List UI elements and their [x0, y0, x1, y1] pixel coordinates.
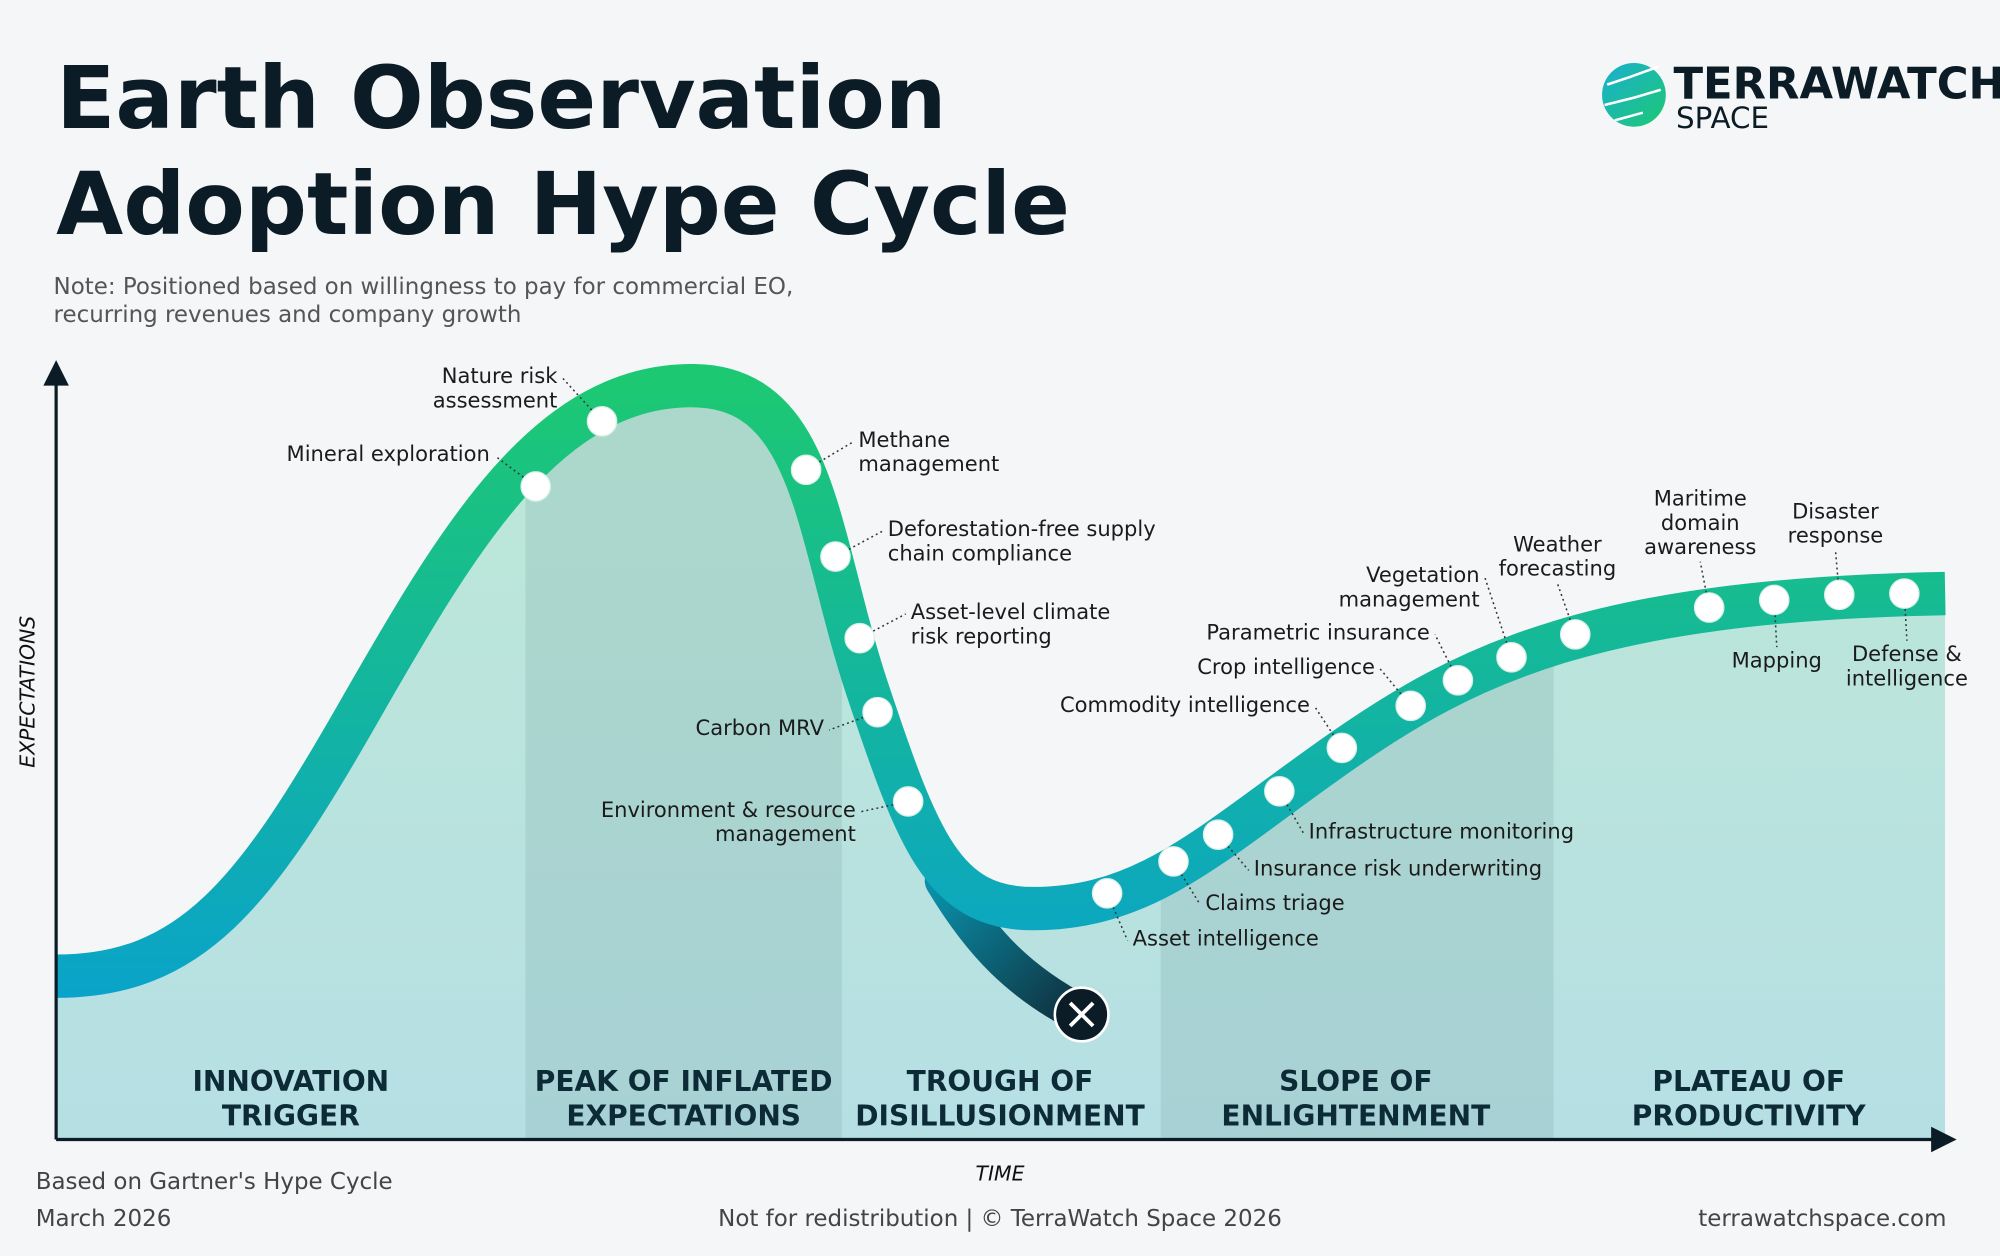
item-label: intelligence [1846, 665, 1968, 690]
phase-label: EXPECTATIONS [566, 1099, 801, 1132]
hype-curve [55, 363, 1946, 998]
item-dot [1395, 690, 1427, 722]
item-label: Asset-level climate [911, 599, 1111, 624]
phase-label: PEAK OF INFLATED [535, 1065, 833, 1098]
item-label: Asset intelligence [1133, 926, 1319, 951]
logo-sub: SPACE [1676, 101, 1769, 135]
item-label: Parametric insurance [1206, 619, 1429, 644]
phase-label: INNOVATION [192, 1065, 389, 1098]
note-line: Note: Positioned based on willingness to… [54, 274, 794, 300]
phase-label: TROUGH OF [907, 1065, 1094, 1098]
item-dot [862, 696, 893, 728]
phase-label: PRODUCTIVITY [1632, 1099, 1866, 1132]
item-dot [1326, 732, 1358, 764]
item-dot [1693, 592, 1725, 623]
leader-line [1483, 576, 1513, 658]
item-label: Commodity intelligence [1060, 692, 1310, 717]
y-axis-label: EXPECTATIONS [15, 616, 39, 768]
footer-url: terrawatchspace.com [1698, 1206, 1946, 1232]
note-line: recurring revenues and company growth [54, 302, 522, 328]
phase-label: DISILLUSIONMENT [855, 1099, 1145, 1132]
item-label: Insurance risk underwriting [1254, 855, 1542, 880]
item-label: chain compliance [888, 540, 1072, 565]
logo: TERRAWATCH SPACE [1602, 60, 2000, 135]
failure-marker [1053, 986, 1110, 1043]
item-dot [1559, 619, 1591, 650]
title-line: Earth Observation [56, 48, 946, 149]
phase-label: SLOPE OF [1279, 1065, 1432, 1098]
item-dot [1758, 584, 1790, 616]
footer: Based on Gartner's Hype Cycle March 2026… [36, 1169, 1947, 1232]
leader-line [1434, 634, 1459, 681]
leader-line [1172, 861, 1201, 906]
item-dot [892, 786, 924, 817]
item-label: Environment & resource [601, 797, 856, 822]
item-dot [1202, 819, 1234, 850]
leader-line [1106, 893, 1129, 941]
item-label: forecasting [1499, 556, 1617, 581]
item-label: response [1788, 523, 1884, 548]
axes: EXPECTATIONS TIME [15, 360, 1957, 1185]
item-label: Carbon MRV [696, 715, 825, 740]
item-label: management [858, 451, 999, 476]
footer-source: Based on Gartner's Hype Cycle [36, 1169, 393, 1195]
item-label: risk reporting [911, 623, 1052, 648]
item-label: Methane [858, 427, 950, 452]
item-label: Crop intelligence [1197, 654, 1375, 679]
leader-line [828, 711, 878, 731]
item-dot [1823, 579, 1855, 611]
item-dot [1264, 775, 1295, 807]
item-dot [1496, 642, 1527, 673]
item-label: Maritime [1654, 486, 1747, 511]
footer-date: March 2026 [36, 1206, 172, 1232]
item-dot [520, 471, 552, 502]
item-label: assessment [433, 387, 558, 412]
logo-globe [1602, 62, 1666, 127]
item-label: Vegetation [1366, 562, 1479, 587]
items: Mineral exploration Nature riskassessment… [287, 363, 1968, 951]
item-label: Mapping [1732, 648, 1822, 673]
leader-line [1834, 550, 1841, 595]
leader-line [835, 530, 884, 558]
item-label: Nature risk [442, 363, 558, 388]
leader-line [859, 613, 906, 639]
logo-name: TERRAWATCH [1673, 60, 2000, 110]
item-dot [1442, 664, 1474, 696]
item-label: awareness [1644, 534, 1756, 559]
item-dot [844, 622, 875, 654]
title-line: Adoption Hype Cycle [56, 154, 1070, 255]
item-label: domain [1661, 510, 1740, 535]
item-label: Deforestation-free supply [888, 516, 1156, 541]
item-label: management [715, 821, 856, 846]
item-dot [820, 541, 851, 572]
item-dot [586, 406, 618, 437]
footer-rights: Not for redistribution | © TerraWatch Sp… [718, 1206, 1282, 1232]
item-label: management [1339, 586, 1480, 611]
item-label: Weather [1513, 531, 1602, 556]
item-dot [1889, 578, 1920, 609]
item-label: Defense & [1852, 641, 1962, 666]
item-dot [1158, 846, 1189, 877]
x-axis-label: TIME [976, 1161, 1025, 1185]
phase-label: ENLIGHTENMENT [1221, 1099, 1490, 1132]
phase-label: TRIGGER [222, 1099, 360, 1132]
item-label: Disaster [1792, 498, 1879, 523]
leader-line [1556, 583, 1576, 635]
item-dot [790, 454, 822, 486]
item-label: Claims triage [1205, 890, 1344, 915]
item-dot [1091, 878, 1123, 909]
item-label: Mineral exploration [287, 441, 490, 466]
item-label: Infrastructure monitoring [1309, 818, 1574, 843]
phase-label: PLATEAU OF [1652, 1065, 1845, 1098]
header: Earth Observation Adoption Hype Cycle No… [54, 48, 1070, 328]
